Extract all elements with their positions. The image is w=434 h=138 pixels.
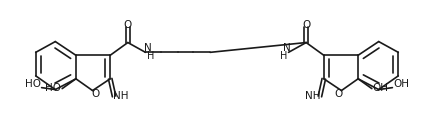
- Text: H: H: [280, 51, 287, 61]
- Text: OH: OH: [393, 79, 409, 89]
- Text: NH: NH: [113, 91, 129, 101]
- Text: N: N: [283, 43, 290, 53]
- Text: O: O: [124, 20, 132, 30]
- Text: HO: HO: [25, 79, 41, 89]
- Text: O: O: [334, 89, 342, 99]
- Text: NH: NH: [305, 91, 321, 101]
- Text: O: O: [92, 89, 100, 99]
- Text: N: N: [144, 43, 151, 53]
- Text: H: H: [147, 51, 154, 61]
- Text: O: O: [302, 20, 310, 30]
- Text: HO: HO: [46, 83, 61, 93]
- Text: OH: OH: [373, 83, 388, 93]
